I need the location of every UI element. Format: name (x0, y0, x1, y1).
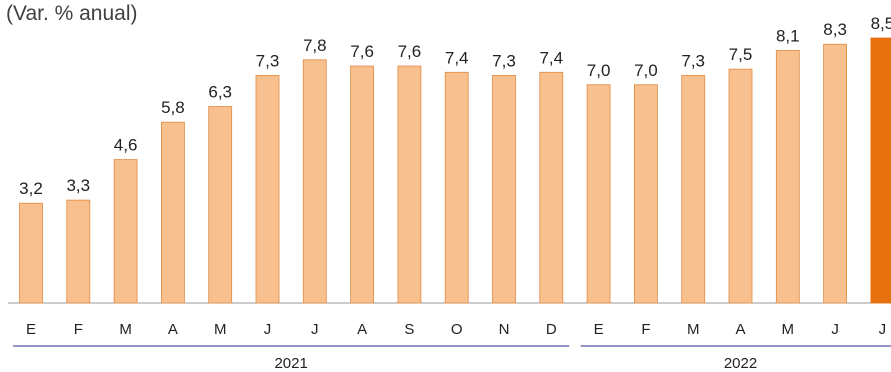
tick-label-18: J (879, 321, 887, 338)
bar-18 (870, 37, 891, 304)
value-label-18: 8,5 (871, 14, 891, 33)
bar-9 (444, 71, 469, 304)
bar-3 (160, 121, 185, 304)
value-label-0: 3,2 (19, 179, 43, 198)
bar-14 (681, 75, 706, 304)
bar-5 (255, 75, 280, 304)
value-label-5: 7,3 (256, 51, 280, 70)
tick-label-6: J (311, 321, 319, 338)
bar-0 (19, 202, 43, 304)
year-label-2022: 2022 (724, 355, 757, 372)
year-label-2021: 2021 (274, 355, 307, 372)
value-label-11: 7,4 (539, 48, 563, 67)
tick-label-7: A (357, 321, 367, 338)
bar-1 (66, 199, 91, 304)
tick-label-1: F (74, 321, 83, 338)
value-label-17: 8,3 (823, 20, 847, 39)
tick-label-2: M (119, 321, 132, 338)
bar-8 (397, 65, 422, 304)
bar-12 (586, 84, 611, 304)
value-label-6: 7,8 (303, 36, 327, 55)
year-groups: 2021 2022 (13, 345, 891, 372)
value-label-10: 7,3 (492, 51, 516, 70)
value-label-9: 7,4 (445, 48, 469, 67)
bar-2 (113, 159, 138, 304)
value-labels-group: 3,2 3,3 4,6 5,8 6,3 7,3 7,8 7,6 7,6 7,4 7,3 7,4 7,0 7… (19, 14, 891, 198)
tick-label-10: N (499, 321, 510, 338)
tick-label-9: O (451, 321, 463, 338)
value-label-15: 7,5 (729, 45, 753, 64)
tick-label-11: D (546, 321, 557, 338)
value-label-3: 5,8 (161, 98, 185, 117)
value-label-2: 4,6 (114, 136, 138, 155)
value-label-1: 3,3 (66, 176, 90, 195)
bar-13 (634, 84, 658, 304)
value-label-16: 8,1 (776, 26, 800, 45)
value-label-4: 6,3 (208, 83, 232, 102)
bar-16 (775, 50, 800, 304)
tick-label-8: S (404, 321, 414, 338)
bars-group (19, 37, 891, 304)
tick-label-0: E (26, 321, 36, 338)
value-label-8: 7,6 (398, 42, 422, 61)
tick-label-14: M (687, 321, 700, 338)
bar-6 (302, 59, 327, 304)
tick-label-17: J (831, 321, 839, 338)
tick-label-16: M (782, 321, 795, 338)
bar-15 (728, 68, 753, 304)
bar-7 (350, 65, 375, 304)
unit-label: (Var. % anual) (6, 2, 138, 25)
bar-4 (208, 106, 233, 304)
value-label-14: 7,3 (681, 51, 705, 70)
bar-10 (492, 75, 516, 304)
tick-label-12: E (594, 321, 604, 338)
tick-label-4: M (214, 321, 227, 338)
bar-11 (539, 71, 564, 304)
tick-label-15: A (735, 321, 745, 338)
tick-label-3: A (168, 321, 178, 338)
value-label-13: 7,0 (634, 61, 658, 80)
value-label-7: 7,6 (350, 42, 374, 61)
bar-17 (823, 43, 847, 304)
tick-label-13: F (641, 321, 650, 338)
tick-label-5: J (264, 321, 272, 338)
value-label-12: 7,0 (587, 61, 611, 80)
